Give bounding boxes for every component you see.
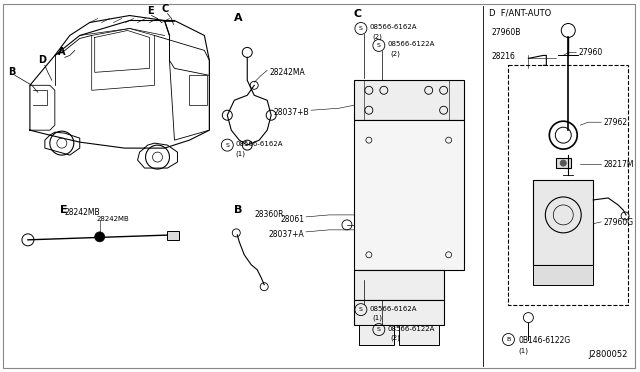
- Bar: [508, 65, 628, 305]
- Text: 28242MA: 28242MA: [269, 68, 305, 77]
- Text: J2800052: J2800052: [589, 350, 628, 359]
- Text: 27960B: 27960B: [492, 29, 521, 38]
- Text: (1): (1): [518, 347, 529, 354]
- Text: S: S: [359, 307, 363, 312]
- Text: 0B146-6122G: 0B146-6122G: [518, 336, 571, 344]
- Text: 08566-6122A: 08566-6122A: [388, 41, 435, 48]
- Text: S: S: [377, 327, 381, 332]
- Bar: [189, 76, 207, 105]
- Text: D: D: [38, 55, 46, 65]
- Bar: [354, 80, 463, 120]
- Text: 28242MB: 28242MB: [65, 208, 100, 217]
- Text: B: B: [8, 67, 15, 77]
- Text: 28037+B: 28037+B: [273, 108, 309, 117]
- Text: (1): (1): [373, 315, 383, 321]
- Text: E: E: [60, 205, 67, 215]
- Text: 28360R: 28360R: [254, 210, 284, 219]
- Bar: [354, 270, 444, 300]
- Text: 08566-6162A: 08566-6162A: [236, 141, 283, 147]
- Text: B: B: [234, 205, 243, 215]
- Circle shape: [560, 160, 566, 166]
- Text: B: B: [506, 337, 511, 342]
- Text: (2): (2): [391, 51, 401, 57]
- Text: C: C: [354, 9, 362, 19]
- Bar: [168, 231, 179, 240]
- Text: S: S: [359, 26, 363, 31]
- Text: S: S: [225, 142, 229, 148]
- Text: S: S: [377, 43, 381, 48]
- Bar: [399, 325, 438, 344]
- Bar: [533, 265, 593, 285]
- Text: C: C: [161, 4, 169, 13]
- Text: 28037+A: 28037+A: [268, 230, 304, 239]
- Text: 28216: 28216: [492, 52, 515, 61]
- Text: 08566-6162A: 08566-6162A: [370, 306, 417, 312]
- Text: 08566-6122A: 08566-6122A: [388, 326, 435, 331]
- Text: E: E: [148, 6, 154, 16]
- Bar: [359, 325, 394, 344]
- Text: 08566-6162A: 08566-6162A: [370, 25, 417, 31]
- Text: 28242MB: 28242MB: [97, 216, 129, 222]
- Bar: [354, 300, 444, 325]
- Text: (2): (2): [391, 334, 401, 341]
- Text: 27960G: 27960G: [603, 218, 634, 227]
- Text: (2): (2): [373, 33, 383, 40]
- Text: 27962: 27962: [603, 118, 627, 127]
- Text: (1): (1): [236, 150, 245, 157]
- Bar: [533, 180, 593, 265]
- Text: D  F/ANT-AUTO: D F/ANT-AUTO: [488, 9, 551, 17]
- Text: 27960: 27960: [578, 48, 602, 57]
- Bar: [354, 120, 463, 270]
- Text: 28061: 28061: [280, 215, 304, 224]
- Circle shape: [95, 232, 105, 242]
- Text: A: A: [234, 13, 243, 23]
- Text: 28217M: 28217M: [603, 160, 634, 169]
- Bar: [556, 158, 572, 168]
- Text: A: A: [58, 47, 65, 57]
